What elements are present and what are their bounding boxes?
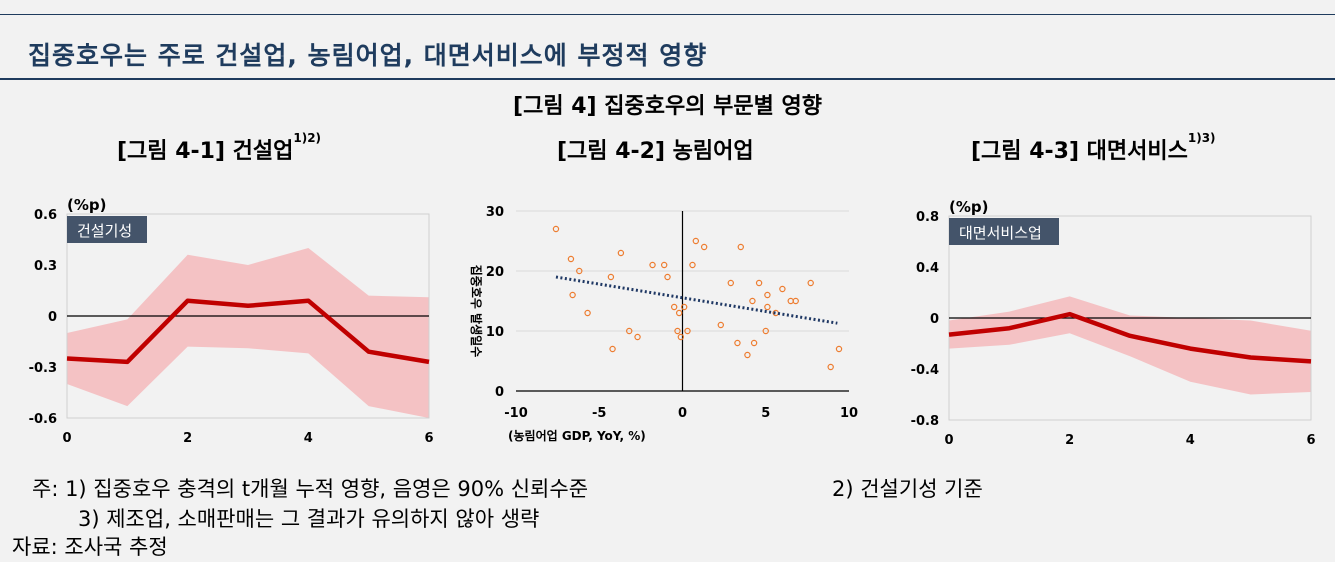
x-tick-label: -10	[504, 406, 528, 421]
x-axis-label: (농림어업 GDP, YoY, %)	[508, 428, 646, 443]
header-top-rule	[0, 14, 1335, 15]
scatter-point	[674, 327, 681, 335]
y-tick-label: -0.3	[29, 361, 57, 376]
scatter-point	[835, 345, 843, 353]
panel-3-title: [그림 4-3] 대면서비스1)3)	[971, 131, 1216, 164]
scatter-point	[552, 225, 560, 233]
x-tick-label: 6	[424, 431, 433, 446]
note-line-1: 주: 1) 집중호우 충격의 t개월 누적 영향, 음영은 90% 신뢰수준	[32, 477, 589, 501]
unit-label: (%p)	[67, 196, 106, 214]
scatter-point	[749, 297, 756, 305]
y-tick-label: 0	[930, 312, 939, 327]
scatter-point	[764, 291, 771, 299]
x-tick-label: 0	[62, 431, 71, 446]
series-badge	[67, 216, 147, 243]
scatter-point	[744, 351, 751, 359]
scatter-point	[700, 243, 708, 251]
x-tick-label: 0	[678, 406, 687, 421]
page-headline: 집중호우는 주로 건설업, 농림어업, 대면서비스에 부정적 영향	[28, 41, 708, 70]
scatter-point	[750, 339, 758, 347]
y-tick-label: 0	[495, 385, 504, 400]
scatter-point	[680, 303, 688, 311]
scatter-point	[584, 309, 591, 317]
scatter-point	[762, 327, 769, 335]
note-line-1-right: 2) 건설기성 기준	[832, 477, 983, 501]
header-bottom-rule	[0, 78, 1335, 80]
scatter-point	[660, 261, 668, 269]
scatter-point	[576, 267, 583, 275]
scatter-point	[677, 333, 685, 341]
y-tick-label: -0.8	[911, 414, 939, 429]
confidence-band	[67, 248, 429, 418]
scatter-point	[684, 327, 691, 335]
scatter-point	[675, 309, 683, 317]
series-badge-label: 건설기성	[77, 222, 132, 240]
scatter-point	[569, 291, 576, 299]
scatter-point	[664, 273, 671, 281]
x-tick-label: 0	[944, 433, 953, 448]
x-tick-label: 4	[1186, 433, 1195, 448]
y-tick-label: 30	[486, 205, 504, 220]
panel-1-chart: 0.6 0.3 0 -0.3 -0.6 0 2 4 6 (%p) 건설기성	[29, 196, 434, 446]
panel-1-title: [그림 4-1] 건설업1)2)	[117, 131, 322, 164]
source-note: 자료: 조사국 추정	[12, 535, 168, 559]
scatter-point	[717, 321, 724, 329]
x-tick-label: 2	[1065, 433, 1074, 448]
scatter-point	[617, 249, 625, 257]
scatter-point	[727, 279, 734, 287]
figure-title: [그림 4] 집중호우의 부문별 영향	[513, 94, 822, 119]
x-tick-label: 5	[761, 406, 770, 421]
trend-line	[555, 275, 838, 325]
x-tick-label: 2	[183, 431, 192, 446]
confidence-band	[949, 296, 1311, 395]
y-tick-label: 0.3	[34, 259, 57, 274]
x-tick-label: 4	[304, 431, 313, 446]
scatter-point	[607, 273, 615, 281]
panel-3-chart: 0.8 0.4 0 -0.4 -0.8 0 2 4 6 (%p) 대면서비스업	[911, 198, 1316, 448]
scatter-point	[755, 279, 763, 287]
y-tick-label: 0.8	[916, 210, 939, 225]
scatter-point	[626, 327, 633, 335]
y-tick-label: 20	[486, 265, 504, 280]
note-line-2: 3) 제조업, 소매판매는 그 결과가 유의하지 않아 생략	[78, 507, 540, 531]
scatter-point	[692, 237, 700, 245]
y-tick-label: 0	[48, 310, 57, 325]
scatter-point	[807, 279, 814, 287]
scatter-point	[649, 261, 656, 269]
scatter-point	[779, 285, 786, 293]
scatter-point	[689, 261, 696, 269]
x-tick-label: 6	[1306, 433, 1315, 448]
y-tick-label: -0.4	[911, 363, 939, 378]
scatter-point	[670, 303, 678, 311]
y-tick-label: 10	[486, 325, 504, 340]
scatter-point	[567, 255, 575, 263]
y-axis-label: 집중호우 발생일수	[469, 265, 484, 358]
x-tick-label: -5	[592, 406, 606, 421]
x-tick-label: 10	[840, 406, 858, 421]
scatter-point	[609, 345, 616, 353]
y-tick-label: 0.6	[34, 208, 57, 223]
scatter-point	[827, 363, 834, 371]
unit-label: (%p)	[949, 198, 988, 216]
series-badge	[949, 218, 1059, 245]
scatter-point	[734, 339, 741, 347]
series-badge-label: 대면서비스업	[959, 224, 1042, 242]
scatter-point	[737, 243, 744, 251]
y-tick-label: 0.4	[916, 261, 939, 276]
scatter-point	[634, 333, 641, 341]
scatter-point	[764, 303, 771, 311]
y-tick-label: -0.6	[29, 412, 57, 427]
panel-2-title: [그림 4-2] 농림어업	[557, 139, 754, 164]
scatter-point	[792, 297, 799, 305]
